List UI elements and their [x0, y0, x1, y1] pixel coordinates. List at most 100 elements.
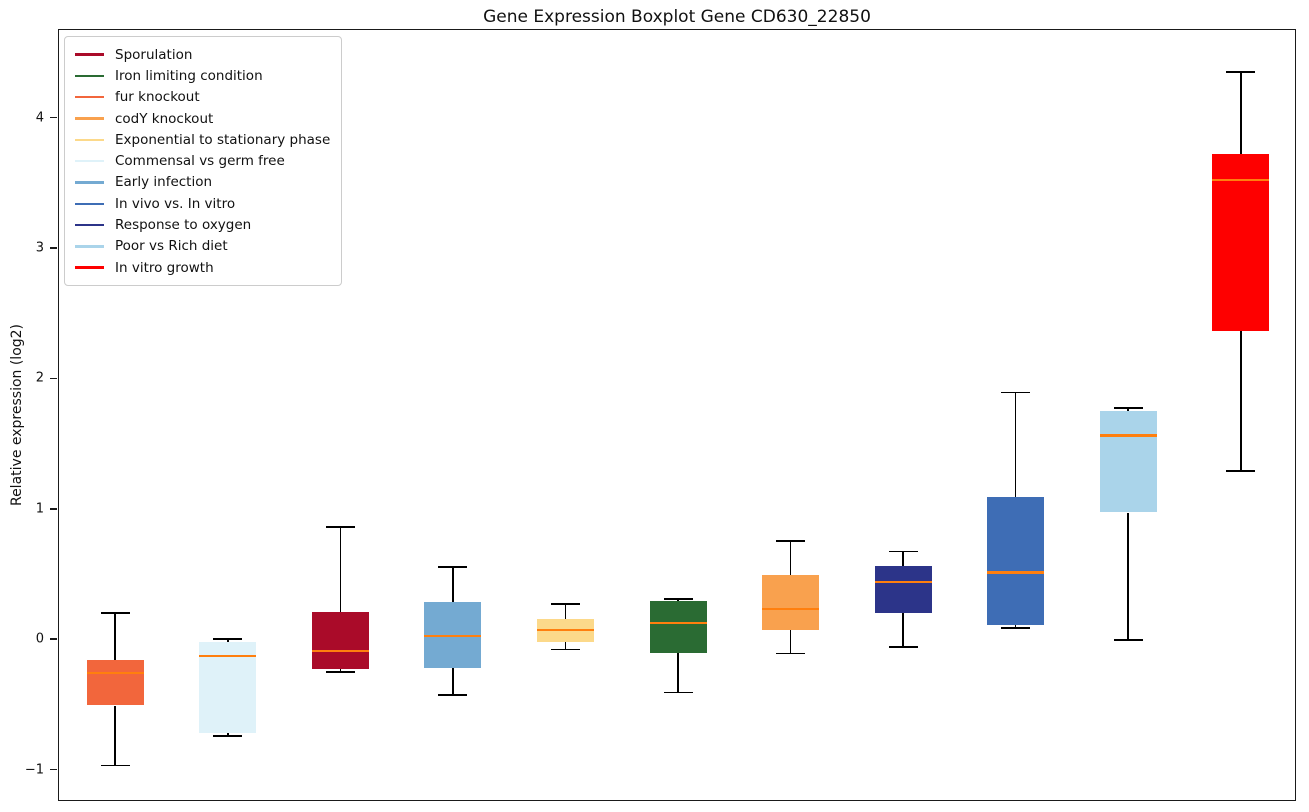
whisker-line: [677, 599, 679, 602]
legend-item: Response to oxygen: [75, 214, 330, 235]
y-tick-label: −1: [24, 762, 44, 778]
whisker-cap: [325, 671, 355, 674]
median-line: [762, 607, 820, 611]
y-tick-label: 0: [35, 631, 44, 647]
median-line: [536, 628, 594, 631]
y-tick-label: 2: [35, 370, 44, 386]
box: [1099, 410, 1157, 513]
legend-label: fur knockout: [115, 89, 200, 106]
legend-swatch: [75, 266, 104, 269]
median-line: [1212, 178, 1270, 182]
whisker-line: [564, 603, 567, 620]
legend-item: Poor vs Rich diet: [75, 236, 330, 257]
median-line: [987, 571, 1045, 574]
whisker-cap: [100, 612, 130, 614]
median-line: [424, 635, 482, 638]
y-tick-label: 3: [35, 240, 44, 256]
whisker-line: [677, 653, 679, 693]
y-tick-mark: [50, 116, 57, 119]
y-axis-label: Relative expression (log2): [9, 323, 25, 507]
whisker-line: [339, 668, 342, 673]
legend-swatch: [75, 223, 104, 227]
legend-swatch: [75, 245, 104, 248]
legend-label: Early infection: [115, 174, 213, 191]
whisker-cap: [888, 646, 918, 648]
whisker-cap: [663, 598, 693, 600]
legend-label: Iron limiting condition: [115, 67, 263, 84]
y-tick-mark: [50, 377, 57, 380]
median-line: [649, 622, 707, 625]
legend-item: fur knockout: [75, 87, 330, 108]
median-line: [874, 580, 932, 583]
whisker-cap: [438, 566, 468, 569]
whisker-cap: [438, 694, 468, 696]
whisker-cap: [776, 540, 806, 542]
whisker-cap: [1001, 391, 1031, 394]
y-tick-mark: [50, 768, 57, 771]
legend-label: In vivo vs. In vitro: [115, 195, 236, 212]
box: [1212, 153, 1270, 332]
median-line: [86, 671, 144, 674]
box: [987, 496, 1045, 625]
whisker-line: [1239, 71, 1242, 154]
legend-swatch: [75, 159, 104, 163]
whisker-cap: [888, 550, 918, 553]
legend-swatch: [75, 181, 104, 184]
whisker-cap: [213, 638, 243, 640]
whisker-cap: [1226, 70, 1256, 73]
whisker-cap: [550, 602, 580, 605]
box: [762, 575, 820, 630]
legend-item: In vivo vs. In vitro: [75, 193, 330, 214]
y-tick-mark: [50, 638, 57, 641]
whisker-line: [1014, 392, 1017, 497]
whisker-cap: [100, 764, 130, 767]
y-tick-mark: [50, 247, 57, 249]
median-line: [199, 654, 257, 658]
whisker-cap: [1001, 627, 1031, 629]
legend-swatch: [75, 117, 104, 120]
whisker-cap: [776, 652, 806, 655]
legend-label: codY knockout: [115, 110, 214, 127]
legend-label: Sporulation: [115, 46, 193, 63]
legend-label: In vitro growth: [115, 259, 214, 276]
whisker-line: [902, 551, 904, 566]
whisker-line: [227, 638, 229, 642]
whisker-line: [564, 641, 567, 650]
box: [874, 565, 932, 613]
whisker-line: [1239, 331, 1242, 471]
chart-title: Gene Expression Boxplot Gene CD630_22850: [483, 7, 871, 27]
whisker-line: [114, 612, 117, 660]
legend-label: Response to oxygen: [115, 217, 252, 234]
legend-item: Commensal vs germ free: [75, 150, 330, 171]
legend-item: In vitro growth: [75, 257, 330, 278]
legend-swatch: [75, 74, 104, 78]
legend-item: codY knockout: [75, 108, 330, 129]
y-tick-mark: [50, 508, 57, 510]
whisker-line: [1127, 408, 1129, 411]
box: [311, 611, 369, 669]
whisker-cap: [213, 735, 243, 737]
box: [649, 601, 707, 654]
whisker-cap: [663, 691, 693, 694]
box: [86, 659, 144, 706]
whisker-line: [227, 732, 229, 737]
median-line: [1099, 434, 1157, 437]
legend: Sporulation Iron limiting condition fur kn…: [64, 36, 343, 287]
legend-label: Commensal vs germ free: [115, 153, 285, 170]
legend-item: Sporulation: [75, 44, 330, 65]
whisker-cap: [550, 648, 580, 651]
whisker-cap: [1113, 407, 1143, 409]
box: [424, 602, 482, 668]
whisker-line: [789, 541, 792, 576]
legend-item: Iron limiting condition: [75, 65, 330, 86]
legend-swatch: [75, 202, 104, 205]
whisker-line: [339, 526, 342, 612]
whisker-cap: [1226, 469, 1256, 472]
y-tick-label: 4: [35, 110, 44, 126]
legend-item: Exponential to stationary phase: [75, 129, 330, 150]
whisker-line: [902, 612, 904, 647]
whisker-line: [1014, 624, 1017, 628]
whisker-line: [789, 629, 792, 654]
legend-swatch: [75, 53, 104, 56]
